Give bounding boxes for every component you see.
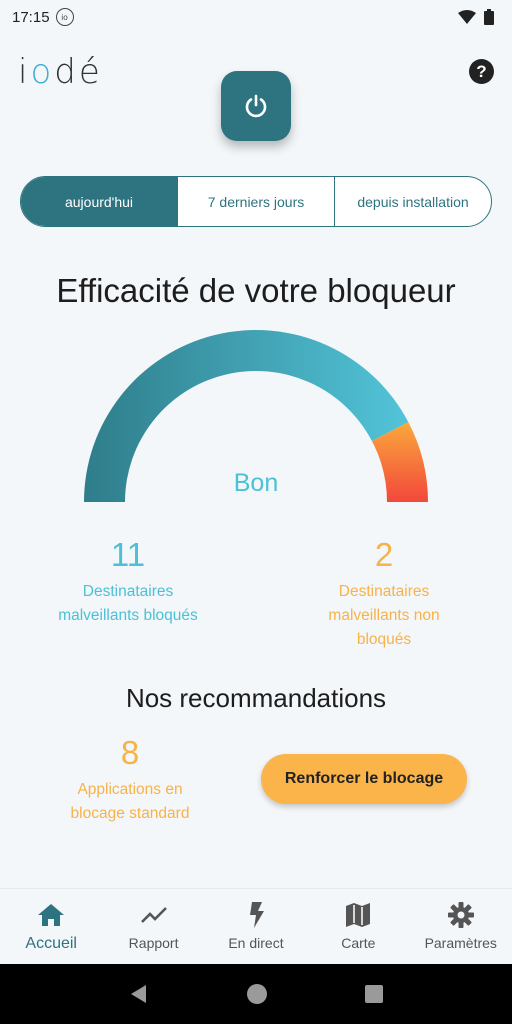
stat-standard-apps-value: 8 (120, 734, 140, 771)
status-left: 17:15 io (12, 8, 74, 26)
gauge-rating: Bon (233, 469, 279, 497)
stat-blocked-label: Destinataires malveillants bloqués (28, 580, 228, 628)
efficiency-gauge (84, 329, 428, 502)
nav-item-settings[interactable]: Paramètres (410, 889, 512, 951)
tab-last-7-days[interactable]: 7 derniers jours (178, 177, 335, 226)
power-icon (245, 94, 267, 118)
logo-letter-o: o (30, 52, 55, 92)
trend-icon (140, 907, 167, 923)
tab-today[interactable]: aujourd'hui (21, 177, 178, 226)
nav-label: Accueil (25, 935, 77, 952)
gauge-title: Efficacité de votre bloqueur (56, 272, 456, 309)
stat-standard-apps-label: Applications en blocage standard (30, 778, 230, 826)
nav-label: Carte (341, 935, 376, 951)
battery-icon (484, 9, 494, 25)
stat-standard-apps-label-line: blocage standard (70, 805, 190, 822)
stat-blocked-value: 11 (110, 536, 146, 573)
gauge-arc-unblocked (371, 421, 428, 502)
notification-badge-icon: io (55, 8, 74, 26)
map-icon (346, 903, 371, 927)
question-icon: ? (476, 61, 487, 81)
recommendations-title: Nos recommandations (125, 683, 387, 713)
bottom-nav: Accueil Rapport En direct Carte (0, 888, 512, 964)
stat-not-blocked-label-line: Destinataires (338, 583, 430, 600)
power-button[interactable] (221, 71, 291, 141)
stat-not-blocked: 2 Destinataires malveillants non bloqués (284, 536, 484, 652)
home-icon (38, 904, 65, 926)
gear-icon (447, 902, 474, 928)
stat-not-blocked-label-line: bloqués (356, 631, 412, 648)
app-logo: iodé (18, 52, 103, 92)
lightning-icon (249, 902, 264, 928)
nav-item-report[interactable]: Rapport (103, 889, 205, 951)
nav-label: En direct (228, 935, 284, 951)
stat-not-blocked-label-line: malveillants non (328, 607, 440, 624)
nav-item-live[interactable]: En direct (205, 889, 307, 951)
nav-label: Rapport (128, 935, 179, 951)
reinforce-blocking-button[interactable]: Renforcer le blocage (261, 754, 467, 804)
back-icon[interactable] (128, 983, 150, 1005)
stat-not-blocked-label: Destinataires malveillants non bloqués (284, 580, 484, 652)
status-right (458, 9, 494, 25)
stat-standard-apps: 8 Applications en blocage standard (30, 734, 230, 826)
stat-blocked-label-line: Destinataires (82, 583, 174, 600)
stat-blocked: 11 Destinataires malveillants bloqués (28, 536, 228, 628)
logo-letters-de: dé (54, 52, 103, 92)
nav-label: Paramètres (424, 935, 497, 951)
tab-since-install[interactable]: depuis installation (357, 193, 469, 210)
recents-icon[interactable] (364, 984, 384, 1004)
status-bar: 17:15 io (0, 0, 512, 34)
gauge-arc-blocked (84, 329, 409, 502)
nav-item-home[interactable]: Accueil (0, 889, 102, 953)
logo-letter-i: i (18, 52, 31, 92)
nav-item-map[interactable]: Carte (307, 889, 409, 951)
stat-standard-apps-label-line: Applications en (77, 781, 183, 798)
stat-blocked-label-line: malveillants bloqués (58, 607, 198, 624)
wifi-icon (458, 10, 476, 24)
help-button[interactable]: ? (469, 59, 494, 84)
period-toggle: aujourd'hui 7 derniers jours depuis inst… (20, 176, 492, 227)
system-nav-bar (0, 964, 512, 1024)
home-circle-icon[interactable] (246, 983, 268, 1005)
status-time: 17:15 (12, 8, 50, 26)
stat-not-blocked-value: 2 (374, 536, 394, 573)
